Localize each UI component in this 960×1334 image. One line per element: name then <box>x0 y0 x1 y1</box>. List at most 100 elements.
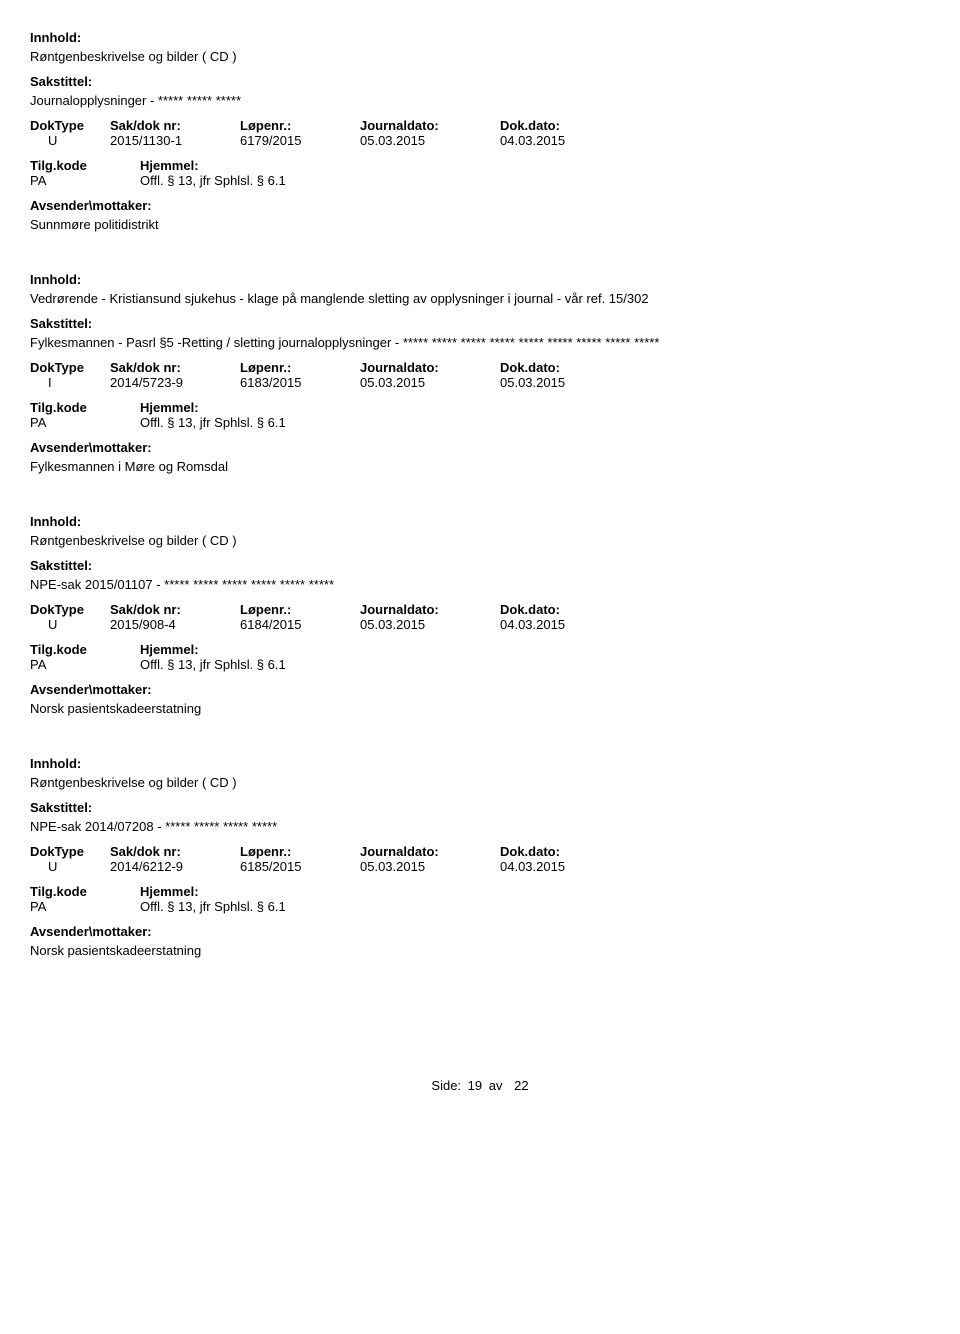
tilg-data-row: PA Offl. § 13, jfr Sphlsl. § 6.1 <box>30 415 930 430</box>
tilgkode-value: PA <box>30 415 140 430</box>
lopenr-value: 6184/2015 <box>240 617 360 632</box>
innhold-value: Røntgenbeskrivelse og bilder ( CD ) <box>30 775 930 790</box>
journaldato-value: 05.03.2015 <box>360 133 500 148</box>
journaldato-value: 05.03.2015 <box>360 375 500 390</box>
innhold-label: Innhold: <box>30 756 930 771</box>
lopenr-value: 6179/2015 <box>240 133 360 148</box>
doktype-header: DokType <box>30 360 110 375</box>
sakdoknr-header: Sak/dok nr: <box>110 360 240 375</box>
doktype-value: U <box>30 859 110 874</box>
tilgkode-header: Tilg.kode <box>30 642 140 657</box>
page-sep: av <box>489 1078 503 1093</box>
journaldato-value: 05.03.2015 <box>360 859 500 874</box>
doktype-header: DokType <box>30 602 110 617</box>
doc-data-row: I 2014/5723-9 6183/2015 05.03.2015 05.03… <box>30 375 930 390</box>
avsender-label: Avsender\mottaker: <box>30 440 930 455</box>
doktype-header: DokType <box>30 118 110 133</box>
sakdoknr-header: Sak/dok nr: <box>110 118 240 133</box>
sakstittel-label: Sakstittel: <box>30 74 930 89</box>
sakstittel-value: NPE-sak 2014/07208 - ***** ***** ***** *… <box>30 819 930 834</box>
tilgkode-value: PA <box>30 657 140 672</box>
tilg-data-row: PA Offl. § 13, jfr Sphlsl. § 6.1 <box>30 657 930 672</box>
dokdato-value: 04.03.2015 <box>500 133 620 148</box>
journaldato-header: Journaldato: <box>360 118 500 133</box>
journaldato-value: 05.03.2015 <box>360 617 500 632</box>
journal-record: Innhold: Vedrørende - Kristiansund sjuke… <box>30 272 930 474</box>
lopenr-header: Løpenr.: <box>240 844 360 859</box>
hjemmel-value: Offl. § 13, jfr Sphlsl. § 6.1 <box>140 415 340 430</box>
doktype-header: DokType <box>30 844 110 859</box>
innhold-value: Røntgenbeskrivelse og bilder ( CD ) <box>30 533 930 548</box>
sakdoknr-value: 2014/5723-9 <box>110 375 240 390</box>
journal-record: Innhold: Røntgenbeskrivelse og bilder ( … <box>30 514 930 716</box>
doc-data-row: U 2015/1130-1 6179/2015 05.03.2015 04.03… <box>30 133 930 148</box>
lopenr-header: Løpenr.: <box>240 118 360 133</box>
dokdato-value: 04.03.2015 <box>500 617 620 632</box>
journaldato-header: Journaldato: <box>360 360 500 375</box>
sakdoknr-header: Sak/dok nr: <box>110 602 240 617</box>
dokdato-header: Dok.dato: <box>500 844 620 859</box>
dokdato-header: Dok.dato: <box>500 360 620 375</box>
avsender-label: Avsender\mottaker: <box>30 198 930 213</box>
tilgkode-header: Tilg.kode <box>30 400 140 415</box>
hjemmel-header: Hjemmel: <box>140 158 340 173</box>
doc-header-row: DokType Sak/dok nr: Løpenr.: Journaldato… <box>30 360 930 375</box>
tilgkode-value: PA <box>30 173 140 188</box>
hjemmel-header: Hjemmel: <box>140 642 340 657</box>
hjemmel-value: Offl. § 13, jfr Sphlsl. § 6.1 <box>140 899 340 914</box>
sakstittel-value: NPE-sak 2015/01107 - ***** ***** ***** *… <box>30 577 930 592</box>
avsender-label: Avsender\mottaker: <box>30 682 930 697</box>
tilgkode-value: PA <box>30 899 140 914</box>
sakstittel-value: Fylkesmannen - Pasrl §5 -Retting / slett… <box>30 335 930 350</box>
sakstittel-label: Sakstittel: <box>30 558 930 573</box>
dokdato-header: Dok.dato: <box>500 602 620 617</box>
dokdato-value: 04.03.2015 <box>500 859 620 874</box>
doktype-value: U <box>30 133 110 148</box>
doc-data-row: U 2014/6212-9 6185/2015 05.03.2015 04.03… <box>30 859 930 874</box>
tilgkode-header: Tilg.kode <box>30 884 140 899</box>
tilg-header-row: Tilg.kode Hjemmel: <box>30 642 930 657</box>
sakstittel-label: Sakstittel: <box>30 316 930 331</box>
lopenr-value: 6183/2015 <box>240 375 360 390</box>
doc-header-row: DokType Sak/dok nr: Løpenr.: Journaldato… <box>30 118 930 133</box>
avsender-value: Norsk pasientskadeerstatning <box>30 701 930 716</box>
sakdoknr-header: Sak/dok nr: <box>110 844 240 859</box>
page-current: 19 <box>468 1078 482 1093</box>
innhold-value: Røntgenbeskrivelse og bilder ( CD ) <box>30 49 930 64</box>
lopenr-value: 6185/2015 <box>240 859 360 874</box>
tilg-header-row: Tilg.kode Hjemmel: <box>30 884 930 899</box>
sakdoknr-value: 2015/1130-1 <box>110 133 240 148</box>
tilg-data-row: PA Offl. § 13, jfr Sphlsl. § 6.1 <box>30 173 930 188</box>
journal-record: Innhold: Røntgenbeskrivelse og bilder ( … <box>30 756 930 958</box>
doc-header-row: DokType Sak/dok nr: Løpenr.: Journaldato… <box>30 602 930 617</box>
tilg-header-row: Tilg.kode Hjemmel: <box>30 158 930 173</box>
innhold-label: Innhold: <box>30 514 930 529</box>
journaldato-header: Journaldato: <box>360 602 500 617</box>
innhold-label: Innhold: <box>30 30 930 45</box>
sakstittel-label: Sakstittel: <box>30 800 930 815</box>
dokdato-header: Dok.dato: <box>500 118 620 133</box>
hjemmel-value: Offl. § 13, jfr Sphlsl. § 6.1 <box>140 657 340 672</box>
avsender-value: Fylkesmannen i Møre og Romsdal <box>30 459 930 474</box>
avsender-value: Sunnmøre politidistrikt <box>30 217 930 232</box>
doktype-value: U <box>30 617 110 632</box>
sakdoknr-value: 2014/6212-9 <box>110 859 240 874</box>
hjemmel-value: Offl. § 13, jfr Sphlsl. § 6.1 <box>140 173 340 188</box>
lopenr-header: Løpenr.: <box>240 360 360 375</box>
doc-header-row: DokType Sak/dok nr: Løpenr.: Journaldato… <box>30 844 930 859</box>
dokdato-value: 05.03.2015 <box>500 375 620 390</box>
side-label: Side: <box>431 1078 461 1093</box>
sakdoknr-value: 2015/908-4 <box>110 617 240 632</box>
avsender-label: Avsender\mottaker: <box>30 924 930 939</box>
avsender-value: Norsk pasientskadeerstatning <box>30 943 930 958</box>
lopenr-header: Løpenr.: <box>240 602 360 617</box>
journaldato-header: Journaldato: <box>360 844 500 859</box>
page-footer: Side: 19 av 22 <box>30 1078 930 1093</box>
hjemmel-header: Hjemmel: <box>140 884 340 899</box>
hjemmel-header: Hjemmel: <box>140 400 340 415</box>
tilg-data-row: PA Offl. § 13, jfr Sphlsl. § 6.1 <box>30 899 930 914</box>
sakstittel-value: Journalopplysninger - ***** ***** ***** <box>30 93 930 108</box>
tilgkode-header: Tilg.kode <box>30 158 140 173</box>
doc-data-row: U 2015/908-4 6184/2015 05.03.2015 04.03.… <box>30 617 930 632</box>
journal-record: Innhold: Røntgenbeskrivelse og bilder ( … <box>30 30 930 232</box>
